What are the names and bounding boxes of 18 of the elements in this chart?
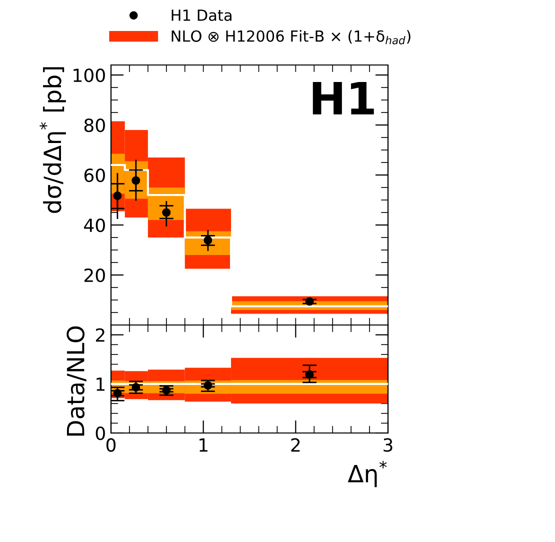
legend-label: NLO ⊗ H12006 Fit-B × (1+δ$_{had}$) [172,30,410,44]
x-tick-label: 1 [200,438,208,452]
legend-label: H1 Data [172,10,232,21]
y-tick-label: 1 [96,378,104,391]
y-tick-label: 80 [84,118,105,132]
x-tick-label: 3 [384,438,392,452]
x-tick-label: 0 [106,438,116,452]
y-tick-label: 60 [84,168,105,182]
y-tick-label: 100 [74,68,105,82]
annotation: H1 [312,82,374,114]
y-axis-title: dσ/dΔη$^{*}$ [pb] [40,67,66,213]
y-axis-title: Data/NLO [66,326,86,436]
x-axis-title: Δη$^{*}$ [348,460,387,488]
y-tick-label: 40 [84,218,105,232]
x-tick-label: 2 [291,438,300,452]
y-tick-label: 0 [96,426,105,440]
y-tick-label: 20 [84,268,105,282]
y-tick-label: 2 [96,328,104,342]
